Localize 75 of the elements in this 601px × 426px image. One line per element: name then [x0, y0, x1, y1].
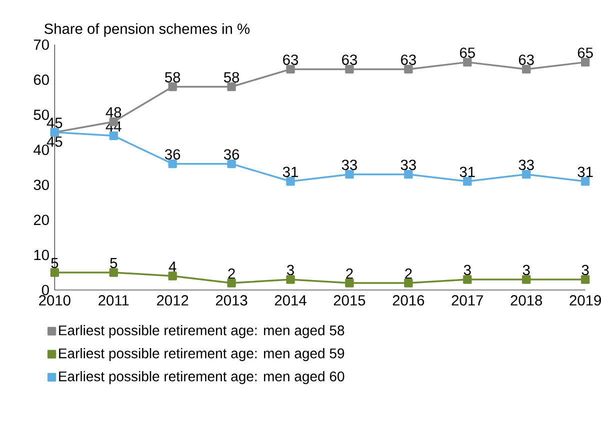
point — [580, 58, 590, 67]
data-label: 3 — [464, 264, 471, 276]
legend-label: Earliest possible retirement age: men aged 60 — [59, 371, 344, 384]
x-tick-label: 2014 — [274, 295, 306, 306]
data-label: 3 — [582, 264, 589, 276]
data-label: 33 — [518, 160, 534, 170]
point — [168, 160, 177, 168]
y-tick-label: 20 — [34, 214, 49, 226]
point — [286, 275, 295, 284]
legend-label: Earliest possible retirement age: men aged 58 — [59, 325, 344, 338]
point — [109, 268, 118, 277]
data-label: 48 — [106, 107, 122, 118]
point — [463, 275, 472, 284]
data-label: 3 — [287, 264, 294, 276]
point — [522, 275, 531, 284]
data-label: 2 — [228, 268, 235, 279]
x-tick-label: 2018 — [510, 295, 542, 306]
data-label: 63 — [342, 54, 357, 65]
y-tick-label: 40 — [34, 144, 49, 156]
y-tick-label: 70 — [34, 40, 49, 50]
data-label: 65 — [578, 48, 593, 58]
y-tick-label: 60 — [34, 74, 49, 85]
point — [345, 64, 354, 74]
x-tick-label: 2010 — [39, 295, 70, 306]
data-label: 3 — [522, 264, 530, 276]
data-label: 58 — [224, 72, 240, 82]
y-tick-label: 30 — [34, 180, 49, 190]
data-label: 4 — [168, 262, 176, 272]
point — [227, 278, 236, 288]
x-tick-label: 2016 — [392, 295, 424, 306]
data-label: 2 — [405, 268, 412, 279]
data-label: 36 — [165, 149, 180, 160]
point — [404, 64, 413, 74]
point — [522, 170, 531, 179]
y-tick-label: 0 — [42, 284, 49, 296]
point — [463, 177, 472, 186]
data-label: 31 — [282, 166, 298, 178]
point — [286, 177, 295, 186]
x-tick-label: 2012 — [157, 295, 188, 306]
x-tick-label: 2013 — [216, 295, 248, 306]
point — [580, 275, 590, 284]
data-label: 5 — [110, 258, 118, 268]
point — [580, 177, 590, 186]
data-label: 2 — [346, 268, 353, 279]
y-tick-label: 10 — [34, 250, 49, 260]
x-tick-label: 2019 — [570, 295, 601, 306]
data-label: 31 — [578, 166, 593, 178]
point — [168, 272, 177, 280]
data-label: 63 — [401, 54, 416, 65]
data-label: 63 — [283, 54, 298, 65]
point — [109, 131, 118, 140]
data-label: 36 — [224, 149, 240, 160]
point — [345, 170, 354, 179]
point — [286, 64, 295, 74]
legend-label: Earliest possible retirement age: men aged 59 — [59, 348, 344, 362]
data-label: 63 — [518, 54, 534, 65]
point — [50, 268, 60, 277]
x-tick-label: 2015 — [334, 295, 366, 306]
data-label: 58 — [165, 72, 180, 82]
point — [463, 58, 472, 67]
y-tick-label: 50 — [34, 110, 49, 120]
data-label: 65 — [460, 48, 475, 58]
point — [227, 82, 236, 92]
x-tick-label: 2011 — [98, 295, 129, 306]
data-label: 33 — [342, 160, 357, 170]
point — [168, 82, 177, 92]
point — [522, 64, 531, 74]
point — [345, 278, 354, 288]
point — [404, 278, 413, 288]
data-label: 31 — [460, 166, 475, 178]
point — [227, 160, 236, 168]
data-label: 33 — [400, 160, 416, 170]
x-tick-label: 2017 — [452, 295, 483, 306]
point — [404, 170, 413, 179]
y-axis-title: Share of pension schemes in % — [44, 23, 250, 37]
